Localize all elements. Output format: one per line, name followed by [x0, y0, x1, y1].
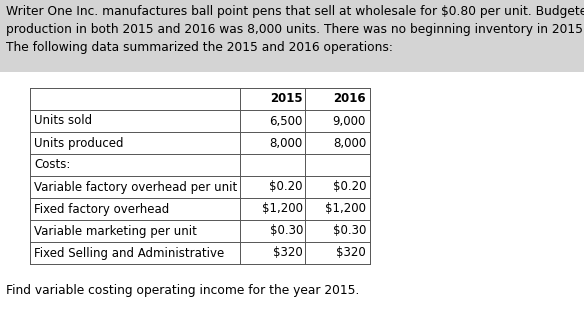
Bar [0, 0, 584, 72]
Text: $1,200: $1,200 [262, 203, 303, 215]
Text: $0.20: $0.20 [332, 180, 366, 194]
Text: $1,200: $1,200 [325, 203, 366, 215]
Text: Fixed factory overhead: Fixed factory overhead [34, 203, 169, 215]
Text: Units sold: Units sold [34, 115, 92, 127]
Text: Variable marketing per unit: Variable marketing per unit [34, 225, 197, 237]
Text: Costs:: Costs: [34, 158, 71, 172]
Text: $0.30: $0.30 [333, 225, 366, 237]
Text: Fixed Selling and Administrative: Fixed Selling and Administrative [34, 246, 224, 260]
Text: $0.20: $0.20 [269, 180, 303, 194]
Text: 2015: 2015 [270, 92, 303, 106]
Text: Writer One Inc. manufactures ball point pens that sell at wholesale for $0.80 pe: Writer One Inc. manufactures ball point … [6, 5, 584, 54]
Text: Units produced: Units produced [34, 137, 123, 149]
Text: $0.30: $0.30 [270, 225, 303, 237]
Text: 9,000: 9,000 [333, 115, 366, 127]
Text: $320: $320 [336, 246, 366, 260]
Text: Find variable costing operating income for the year 2015.: Find variable costing operating income f… [6, 284, 359, 297]
Text: 8,000: 8,000 [270, 137, 303, 149]
Text: $320: $320 [273, 246, 303, 260]
Text: 6,500: 6,500 [270, 115, 303, 127]
Text: Variable factory overhead per unit: Variable factory overhead per unit [34, 180, 237, 194]
Text: 2016: 2016 [333, 92, 366, 106]
Text: 8,000: 8,000 [333, 137, 366, 149]
